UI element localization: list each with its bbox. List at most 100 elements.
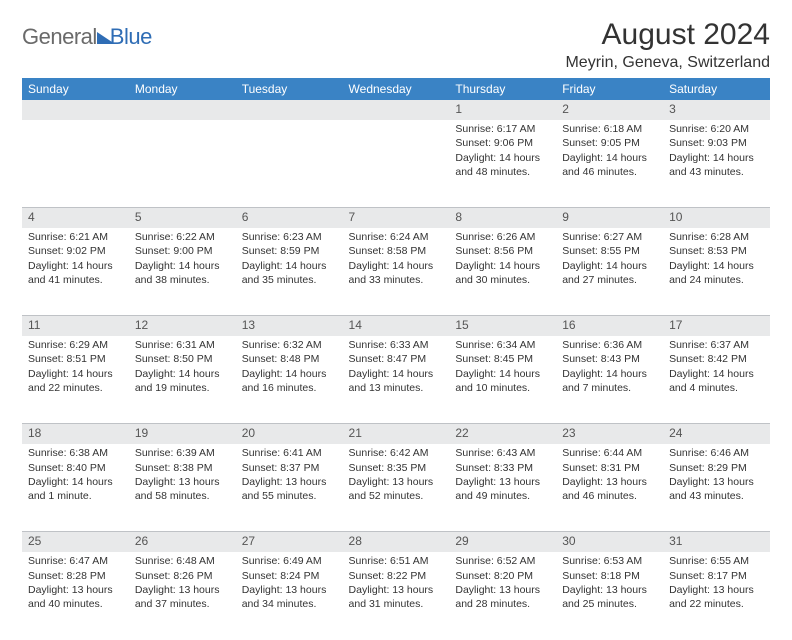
day-cell: Sunrise: 6:33 AMSunset: 8:47 PMDaylight:… (343, 336, 450, 424)
day-number-cell: 17 (663, 316, 770, 336)
daylight-line: Daylight: 13 hours and 34 minutes. (242, 584, 337, 611)
sunrise-line: Sunrise: 6:55 AM (669, 555, 764, 569)
day-cell: Sunrise: 6:31 AMSunset: 8:50 PMDaylight:… (129, 336, 236, 424)
sunrise-line: Sunrise: 6:38 AM (28, 447, 123, 461)
sunrise-line: Sunrise: 6:27 AM (562, 231, 657, 245)
sunrise-line: Sunrise: 6:53 AM (562, 555, 657, 569)
sunrise-line: Sunrise: 6:28 AM (669, 231, 764, 245)
day-cell: Sunrise: 6:29 AMSunset: 8:51 PMDaylight:… (22, 336, 129, 424)
day-cell-body: Sunrise: 6:18 AMSunset: 9:05 PMDaylight:… (556, 120, 663, 185)
sunrise-line: Sunrise: 6:18 AM (562, 123, 657, 137)
sunset-line: Sunset: 8:48 PM (242, 353, 337, 367)
day-cell (22, 120, 129, 208)
day-number-cell: 8 (449, 208, 556, 228)
day-number-cell: 23 (556, 424, 663, 444)
week-row: Sunrise: 6:38 AMSunset: 8:40 PMDaylight:… (22, 444, 770, 532)
sunset-line: Sunset: 8:55 PM (562, 245, 657, 259)
sunset-line: Sunset: 8:33 PM (455, 462, 550, 476)
day-cell: Sunrise: 6:21 AMSunset: 9:02 PMDaylight:… (22, 228, 129, 316)
sunset-line: Sunset: 8:17 PM (669, 570, 764, 584)
day-number-row: 45678910 (22, 208, 770, 228)
sunset-line: Sunset: 8:43 PM (562, 353, 657, 367)
day-cell: Sunrise: 6:23 AMSunset: 8:59 PMDaylight:… (236, 228, 343, 316)
day-cell-body: Sunrise: 6:28 AMSunset: 8:53 PMDaylight:… (663, 228, 770, 293)
day-number-cell: 22 (449, 424, 556, 444)
day-cell: Sunrise: 6:46 AMSunset: 8:29 PMDaylight:… (663, 444, 770, 532)
day-cell-body: Sunrise: 6:38 AMSunset: 8:40 PMDaylight:… (22, 444, 129, 509)
day-number-cell (343, 100, 450, 120)
sunset-line: Sunset: 8:42 PM (669, 353, 764, 367)
day-cell: Sunrise: 6:48 AMSunset: 8:26 PMDaylight:… (129, 552, 236, 640)
day-cell: Sunrise: 6:28 AMSunset: 8:53 PMDaylight:… (663, 228, 770, 316)
day-number-cell: 13 (236, 316, 343, 336)
daylight-line: Daylight: 13 hours and 25 minutes. (562, 584, 657, 611)
sunset-line: Sunset: 8:38 PM (135, 462, 230, 476)
day-cell-body: Sunrise: 6:53 AMSunset: 8:18 PMDaylight:… (556, 552, 663, 617)
daylight-line: Daylight: 13 hours and 40 minutes. (28, 584, 123, 611)
day-cell-body: Sunrise: 6:26 AMSunset: 8:56 PMDaylight:… (449, 228, 556, 293)
day-cell: Sunrise: 6:38 AMSunset: 8:40 PMDaylight:… (22, 444, 129, 532)
daylight-line: Daylight: 13 hours and 49 minutes. (455, 476, 550, 503)
sunrise-line: Sunrise: 6:17 AM (455, 123, 550, 137)
day-cell-body: Sunrise: 6:29 AMSunset: 8:51 PMDaylight:… (22, 336, 129, 401)
sunset-line: Sunset: 8:53 PM (669, 245, 764, 259)
day-number-cell: 2 (556, 100, 663, 120)
day-cell: Sunrise: 6:55 AMSunset: 8:17 PMDaylight:… (663, 552, 770, 640)
day-number-cell: 1 (449, 100, 556, 120)
day-number-cell: 18 (22, 424, 129, 444)
day-cell-body: Sunrise: 6:33 AMSunset: 8:47 PMDaylight:… (343, 336, 450, 401)
daylight-line: Daylight: 14 hours and 27 minutes. (562, 260, 657, 287)
daylight-line: Daylight: 13 hours and 37 minutes. (135, 584, 230, 611)
week-row: Sunrise: 6:21 AMSunset: 9:02 PMDaylight:… (22, 228, 770, 316)
sunrise-line: Sunrise: 6:42 AM (349, 447, 444, 461)
day-number-cell (129, 100, 236, 120)
day-cell: Sunrise: 6:42 AMSunset: 8:35 PMDaylight:… (343, 444, 450, 532)
daylight-line: Daylight: 14 hours and 10 minutes. (455, 368, 550, 395)
sunset-line: Sunset: 8:56 PM (455, 245, 550, 259)
day-cell: Sunrise: 6:17 AMSunset: 9:06 PMDaylight:… (449, 120, 556, 208)
daylight-line: Daylight: 13 hours and 31 minutes. (349, 584, 444, 611)
day-cell: Sunrise: 6:22 AMSunset: 9:00 PMDaylight:… (129, 228, 236, 316)
sunrise-line: Sunrise: 6:46 AM (669, 447, 764, 461)
day-number-cell: 3 (663, 100, 770, 120)
daylight-line: Daylight: 14 hours and 33 minutes. (349, 260, 444, 287)
sunset-line: Sunset: 8:20 PM (455, 570, 550, 584)
sunset-line: Sunset: 9:02 PM (28, 245, 123, 259)
daylight-line: Daylight: 14 hours and 41 minutes. (28, 260, 123, 287)
day-cell: Sunrise: 6:18 AMSunset: 9:05 PMDaylight:… (556, 120, 663, 208)
weekday-header: Thursday (449, 78, 556, 100)
sunrise-line: Sunrise: 6:44 AM (562, 447, 657, 461)
page-header: General Blue August 2024 Meyrin, Geneva,… (22, 18, 770, 72)
weekday-header: Wednesday (343, 78, 450, 100)
sunset-line: Sunset: 8:58 PM (349, 245, 444, 259)
sunset-line: Sunset: 8:31 PM (562, 462, 657, 476)
day-cell: Sunrise: 6:47 AMSunset: 8:28 PMDaylight:… (22, 552, 129, 640)
daylight-line: Daylight: 14 hours and 4 minutes. (669, 368, 764, 395)
day-cell: Sunrise: 6:41 AMSunset: 8:37 PMDaylight:… (236, 444, 343, 532)
daylight-line: Daylight: 14 hours and 1 minute. (28, 476, 123, 503)
day-cell-body: Sunrise: 6:31 AMSunset: 8:50 PMDaylight:… (129, 336, 236, 401)
daylight-line: Daylight: 14 hours and 7 minutes. (562, 368, 657, 395)
day-number-row: 25262728293031 (22, 532, 770, 552)
day-number-cell: 11 (22, 316, 129, 336)
sunrise-line: Sunrise: 6:48 AM (135, 555, 230, 569)
sunrise-line: Sunrise: 6:29 AM (28, 339, 123, 353)
week-row: Sunrise: 6:17 AMSunset: 9:06 PMDaylight:… (22, 120, 770, 208)
week-row: Sunrise: 6:29 AMSunset: 8:51 PMDaylight:… (22, 336, 770, 424)
sunset-line: Sunset: 8:22 PM (349, 570, 444, 584)
day-cell: Sunrise: 6:53 AMSunset: 8:18 PMDaylight:… (556, 552, 663, 640)
day-cell-body: Sunrise: 6:23 AMSunset: 8:59 PMDaylight:… (236, 228, 343, 293)
day-cell (236, 120, 343, 208)
day-number-cell: 21 (343, 424, 450, 444)
sunrise-line: Sunrise: 6:20 AM (669, 123, 764, 137)
daylight-line: Daylight: 14 hours and 35 minutes. (242, 260, 337, 287)
day-number-cell: 26 (129, 532, 236, 552)
day-cell: Sunrise: 6:44 AMSunset: 8:31 PMDaylight:… (556, 444, 663, 532)
day-number-cell: 5 (129, 208, 236, 228)
day-cell-body: Sunrise: 6:47 AMSunset: 8:28 PMDaylight:… (22, 552, 129, 617)
calendar-page: General Blue August 2024 Meyrin, Geneva,… (0, 0, 792, 640)
day-cell: Sunrise: 6:20 AMSunset: 9:03 PMDaylight:… (663, 120, 770, 208)
sunset-line: Sunset: 8:59 PM (242, 245, 337, 259)
day-cell-body: Sunrise: 6:39 AMSunset: 8:38 PMDaylight:… (129, 444, 236, 509)
sunrise-line: Sunrise: 6:24 AM (349, 231, 444, 245)
